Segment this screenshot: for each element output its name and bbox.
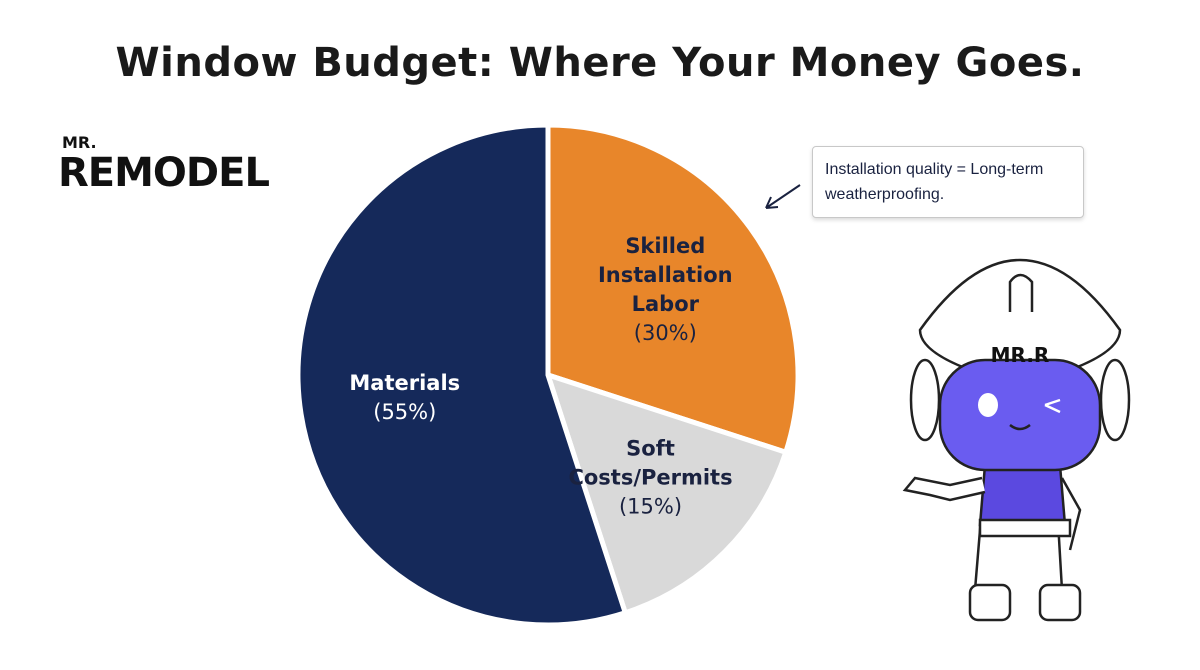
logo-top: MR.	[62, 133, 97, 152]
mascot: MR.R	[902, 258, 1131, 622]
category-label: Materials	[349, 370, 461, 395]
chart-title: Window Budget: Where Your Money Goes.	[115, 40, 1085, 86]
pie-slice	[545, 122, 801, 456]
value-label: (55%)	[373, 399, 437, 424]
logo-main: REMODEL	[58, 150, 270, 196]
helmet-label: MR.R	[991, 343, 1050, 367]
category-label: Skilled Installation Labor	[597, 233, 733, 316]
pie-slice	[295, 122, 629, 628]
annotation: Installation quality = Long-term weather…	[812, 146, 1084, 218]
value-label: (30%)	[633, 320, 697, 345]
pie	[295, 122, 801, 628]
category-label: Soft Costs/Permits	[568, 436, 733, 490]
slice-label: Soft Costs/Permits (15%)	[566, 434, 736, 521]
slice-label: Skilled Installation Labor (30%)	[580, 232, 750, 348]
annotation-arrow	[765, 184, 801, 209]
value-label: (15%)	[618, 494, 683, 519]
slice-label: Materials (55%)	[320, 369, 490, 427]
